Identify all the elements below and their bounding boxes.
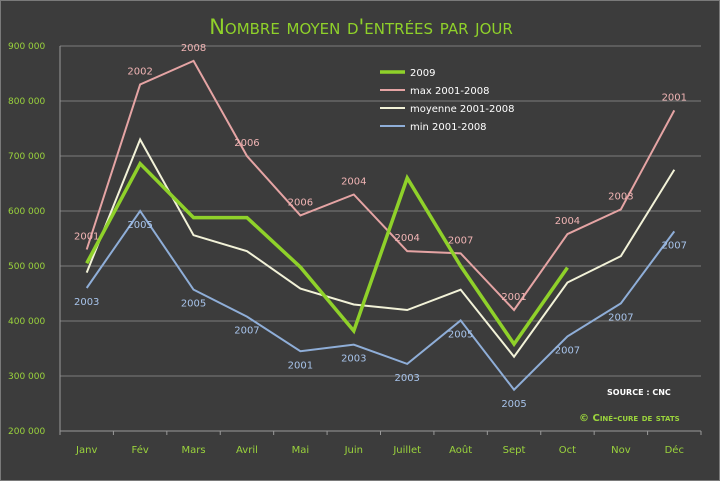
source-note: SOURCE : CNC [607,388,671,397]
legend-item-label: max 2001-2008 [410,86,489,97]
x-tick-label: Juillet [392,445,421,456]
credit-note: © Ciné-cure de stats [579,413,680,424]
grid-lines [60,45,701,377]
x-tick-label: Déc [665,444,684,456]
max-year-label: 2002 [127,67,152,78]
y-tick-label: 500 000 [8,262,45,272]
x-tick-label: Fév [131,444,148,456]
x-tick-label: Janv [75,445,97,456]
x-tick-label: Sept [503,445,526,456]
legend-item-label: moyenne 2001-2008 [410,104,514,115]
max-year-label: 2004 [555,216,580,227]
max-year-label: 2001 [662,92,687,103]
x-tick-label: Nov [611,445,631,456]
y-tick-label: 700 000 [8,152,45,162]
point-labels: 2001 2002 2008 2006 2006 2004 2004 2007 2001 2004… [74,43,687,410]
max-year-label: 2003 [608,191,633,202]
max-year-label: 2006 [234,138,259,149]
max-year-label: 2001 [501,292,526,303]
y-tick-label: 800 000 [8,97,45,107]
min-year-label: 2003 [341,354,366,365]
min-year-label: 2007 [555,345,580,356]
y-tick-label: 200 000 [8,427,45,437]
axes: 200 000 300 000 400 000 500 000 600 000 700 0… [8,42,702,456]
max-year-label: 2004 [394,233,419,244]
legend-item-label: min 2001-2008 [410,122,487,133]
y-tick-label: 300 000 [8,372,45,382]
x-tick-label: Août [449,444,472,456]
y-tick-label: 400 000 [8,317,45,327]
min-year-label: 2005 [127,220,152,231]
x-tick-label: Avril [236,445,258,456]
y-tick-label: 900 000 [8,42,45,52]
min-year-label: 2003 [394,373,419,384]
max-year-label: 2008 [181,43,206,54]
series-line-min-2001-2008 [85,209,676,392]
min-year-label: 2007 [608,312,633,323]
max-year-label: 2006 [288,197,313,208]
min-year-label: 2005 [181,299,206,310]
series-line-max-2001-2008 [85,59,676,312]
y-tick-label: 600 000 [8,207,45,217]
x-tick-label: Juin [344,445,363,456]
series-line-2009 [85,160,569,348]
chart-title: Nombre moyen d'entrées par jour [209,15,513,39]
series-lines [85,59,676,392]
x-tick-label: Mars [182,445,206,456]
x-tick-label: Oct [559,445,576,456]
min-year-label: 2001 [288,360,313,371]
x-tick-label: Mai [292,445,310,456]
min-year-label: 2007 [234,326,259,337]
series-line-moyenne-2001-2008 [85,137,676,359]
legend-item-label: 2009 [410,68,435,79]
legend: 2009 max 2001-2008 moyenne 2001-2008 min 20… [380,68,514,133]
min-year-label: 2005 [448,329,473,340]
max-year-label: 2001 [74,232,99,243]
min-year-label: 2003 [74,297,99,308]
max-year-label: 2004 [341,177,366,188]
max-year-label: 2007 [448,235,473,246]
min-year-label: 2005 [501,399,526,410]
min-year-label: 2007 [662,240,687,251]
